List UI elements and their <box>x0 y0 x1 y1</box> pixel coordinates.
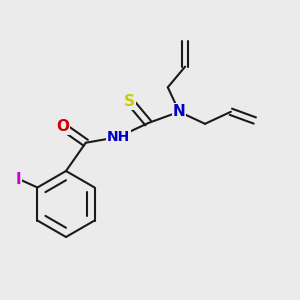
Text: NH: NH <box>107 130 130 144</box>
Text: N: N <box>173 104 186 119</box>
Text: I: I <box>16 172 21 187</box>
Text: O: O <box>56 119 69 134</box>
Text: S: S <box>124 94 135 109</box>
